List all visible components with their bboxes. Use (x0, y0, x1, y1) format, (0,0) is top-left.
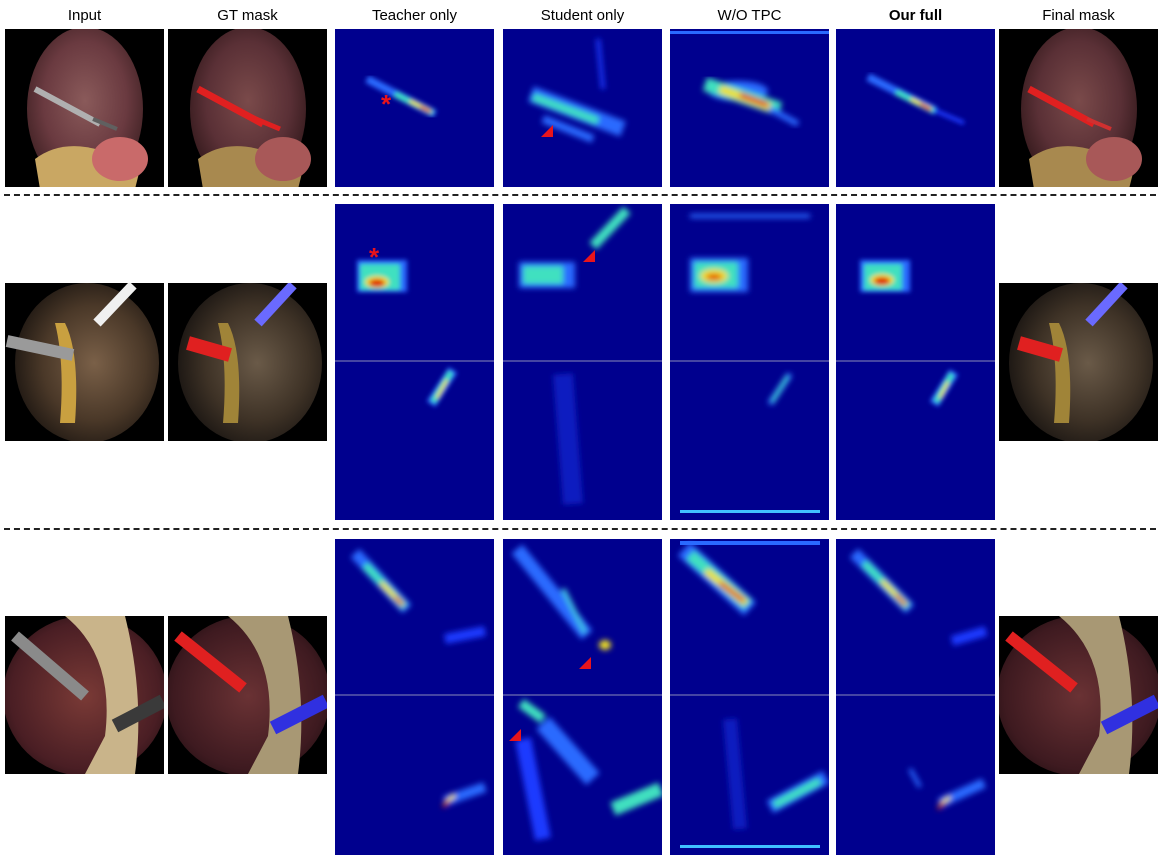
row1-student-heatmap (503, 29, 662, 187)
row3-gt-mask-image (168, 616, 327, 774)
row1-gt-mask-image (168, 29, 327, 187)
row3-teacher-heatmap (335, 539, 494, 855)
row1-final-mask-image (999, 29, 1158, 187)
row1-student-triangle-marker (541, 125, 553, 137)
row2-our-full-heatmap (836, 204, 995, 520)
row2-teacher-asterisk-marker: * (369, 242, 380, 272)
row2-gt-mask-image (168, 283, 327, 441)
column-header-teacher-only: Teacher only (371, 7, 458, 24)
row-separator-2 (4, 528, 1156, 530)
column-header-wo-tpc: W/O TPC (717, 7, 782, 24)
row1-teacher-asterisk-marker: * (381, 89, 392, 119)
column-header-input: Input (67, 7, 102, 24)
row1-input-image (5, 29, 164, 187)
row1-teacher-heatmap: * (335, 29, 494, 187)
row1-our-full-heatmap (836, 29, 995, 187)
row3-student-triangle-marker-lower (509, 729, 521, 741)
row3-student-heatmap (503, 539, 662, 855)
row3-wotpc-heatmap (670, 539, 829, 855)
row3-input-image (5, 616, 164, 774)
column-header-final-mask: Final mask (1042, 7, 1115, 24)
row-separator-1 (4, 194, 1156, 196)
column-header-gt-mask: GT mask (217, 7, 278, 24)
row2-student-triangle-marker (583, 250, 595, 262)
row2-teacher-heatmap: * (335, 204, 494, 520)
row2-input-image (5, 283, 164, 441)
row3-final-mask-image (999, 616, 1158, 774)
column-header-our-full: Our full (888, 7, 943, 24)
column-header-student-only: Student only (540, 7, 625, 24)
row3-our-full-heatmap (836, 539, 995, 855)
row3-student-triangle-marker-upper (579, 657, 591, 669)
row2-student-heatmap (503, 204, 662, 520)
row1-wotpc-heatmap (670, 29, 829, 187)
row2-wotpc-heatmap (670, 204, 829, 520)
row2-final-mask-image (999, 283, 1158, 441)
